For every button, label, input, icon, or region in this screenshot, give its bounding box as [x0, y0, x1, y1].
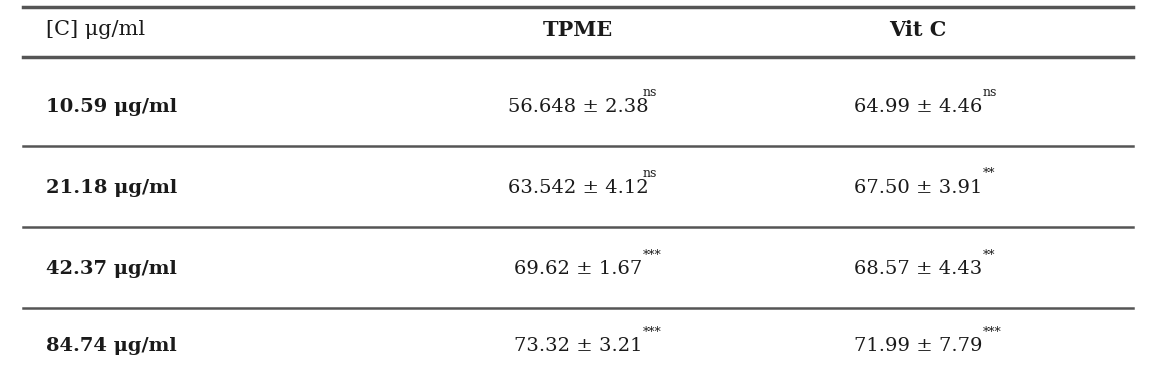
- Text: ns: ns: [643, 167, 657, 180]
- Text: ***: ***: [983, 326, 1001, 339]
- Text: ns: ns: [983, 86, 996, 99]
- Text: [C] μg/ml: [C] μg/ml: [45, 20, 144, 39]
- Text: 71.99 ± 7.79: 71.99 ± 7.79: [853, 337, 983, 355]
- Text: 10.59 μg/ml: 10.59 μg/ml: [45, 98, 177, 116]
- Text: Vit C: Vit C: [889, 20, 947, 39]
- Text: 73.32 ± 3.21: 73.32 ± 3.21: [513, 337, 643, 355]
- Text: **: **: [983, 167, 995, 180]
- Text: 64.99 ± 4.46: 64.99 ± 4.46: [853, 98, 983, 116]
- Text: ns: ns: [643, 86, 657, 99]
- Text: ***: ***: [643, 326, 661, 339]
- Text: TPME: TPME: [543, 20, 613, 39]
- Text: 63.542 ± 4.12: 63.542 ± 4.12: [507, 179, 649, 197]
- Text: 42.37 μg/ml: 42.37 μg/ml: [45, 260, 177, 278]
- Text: 21.18 μg/ml: 21.18 μg/ml: [45, 179, 177, 197]
- Text: 67.50 ± 3.91: 67.50 ± 3.91: [853, 179, 983, 197]
- Text: 84.74 μg/ml: 84.74 μg/ml: [45, 337, 177, 355]
- Text: 56.648 ± 2.38: 56.648 ± 2.38: [507, 98, 649, 116]
- Text: 69.62 ± 1.67: 69.62 ± 1.67: [514, 260, 642, 278]
- Text: **: **: [983, 249, 995, 262]
- Text: 68.57 ± 4.43: 68.57 ± 4.43: [854, 260, 981, 278]
- Text: ***: ***: [643, 249, 661, 262]
